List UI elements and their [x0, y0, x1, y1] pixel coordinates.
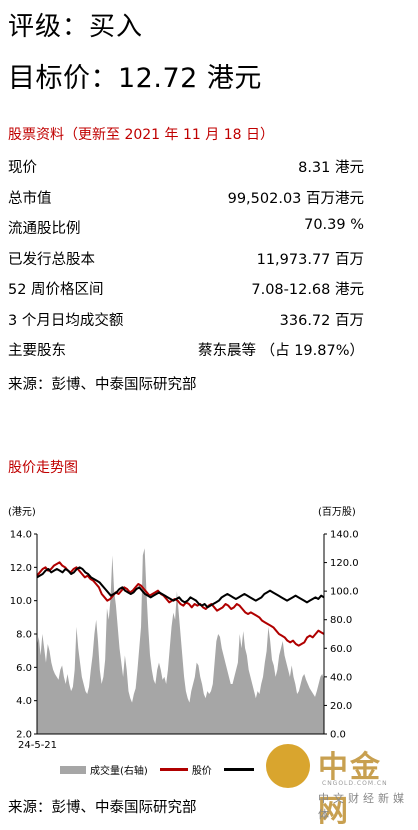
info-row-52w-range: 52 周价格区间 7.08-12.68 港元: [8, 278, 364, 309]
info-label: 52 周价格区间: [8, 282, 104, 298]
chart-source-note: 来源：彭博、中泰国际研究部: [8, 800, 197, 816]
right-tick-label: 40.0: [330, 672, 352, 683]
left-tick-label: 14.0: [10, 530, 32, 541]
price-chart-title: 股价走势图: [8, 460, 78, 476]
left-tick-label: 8.0: [16, 630, 32, 641]
info-row-price: 现价 8.31 港元: [8, 156, 364, 187]
legend-price-label: 股价: [191, 766, 212, 777]
index-line: [36, 566, 325, 609]
left-tick-label: 4.0: [16, 696, 32, 707]
right-tick-label: 120.0: [330, 558, 359, 569]
right-tick-label: 0.0: [330, 730, 346, 741]
logo-emblem-icon: [266, 744, 310, 788]
info-value: 70.39 %: [304, 217, 364, 233]
x-tick-label: 24-5-21: [18, 740, 57, 751]
legend-volume-label: 成交量(右轴): [90, 766, 148, 777]
chart-legend: 成交量(右轴) 股价: [60, 762, 254, 777]
info-value: 99,502.03 百万港元: [227, 190, 364, 207]
logo-subtitle: 中文财经新媒体: [318, 792, 408, 821]
left-tick-label: 6.0: [16, 663, 32, 674]
info-label: 3 个月日均成交额: [8, 312, 124, 329]
info-source-note: 来源：彭博、中泰国际研究部: [8, 377, 197, 393]
logo-url: CNGOLD.COM.CN: [322, 780, 388, 787]
left-axis-unit: (港元): [8, 506, 36, 518]
info-row-major-shareholder: 主要股东 蔡东晨等 （占 19.87%）: [8, 339, 364, 370]
info-label: 主要股东: [8, 343, 66, 359]
info-label: 流通股比例: [8, 221, 81, 237]
right-tick-label: 80.0: [330, 615, 352, 626]
legend-index-swatch: [223, 768, 254, 771]
price-line: [36, 561, 325, 647]
left-tick-label: 12.0: [10, 563, 32, 574]
info-value: 蔡东晨等 （占 19.87%）: [197, 343, 364, 359]
info-value: 7.08-12.68 港元: [251, 282, 364, 298]
right-tick-label: 20.0: [330, 701, 352, 712]
info-value: 336.72 百万: [279, 312, 364, 329]
info-row-float-ratio: 流通股比例 70.39 %: [8, 217, 364, 248]
info-row-shares-issued: 已发行总股本 11,973.77 百万: [8, 248, 364, 279]
cngold-logo: 中金网 CNGOLD.COM.CN 中文财经新媒体: [262, 740, 412, 829]
info-row-avg-turnover: 3 个月日均成交额 336.72 百万: [8, 309, 364, 340]
legend-price-swatch: [159, 768, 188, 771]
right-tick-label: 60.0: [330, 644, 352, 655]
left-tick-label: 2.0: [16, 730, 32, 741]
info-value: 11,973.77 百万: [256, 251, 364, 268]
right-tick-label: 100.0: [330, 587, 359, 598]
right-tick-label: 140.0: [330, 530, 359, 541]
info-row-market-cap: 总市值 99,502.03 百万港元: [8, 187, 364, 218]
info-value: 8.31 港元: [298, 160, 364, 176]
info-label: 总市值: [8, 190, 52, 207]
info-label: 已发行总股本: [8, 251, 95, 268]
price-volume-chart: (港元) (百万股) 14.0 12.0 10.0 8.0 6.0 4.0 2.0 140.0…: [8, 506, 359, 751]
volume-area: [37, 548, 324, 734]
right-axis-unit: (百万股): [318, 506, 356, 518]
rating-label: 评级：买入: [8, 12, 144, 42]
legend-volume-swatch: [60, 765, 86, 774]
info-label: 现价: [8, 160, 37, 176]
target-price-label: 目标价：12.72 港元: [8, 63, 262, 94]
stock-info-table: 现价 8.31 港元 总市值 99,502.03 百万港元 流通股比例 70.3…: [8, 156, 364, 370]
stock-info-title: 股票资料（更新至 2021 年 11 月 18 日）: [8, 127, 274, 143]
left-tick-label: 10.0: [10, 596, 32, 607]
